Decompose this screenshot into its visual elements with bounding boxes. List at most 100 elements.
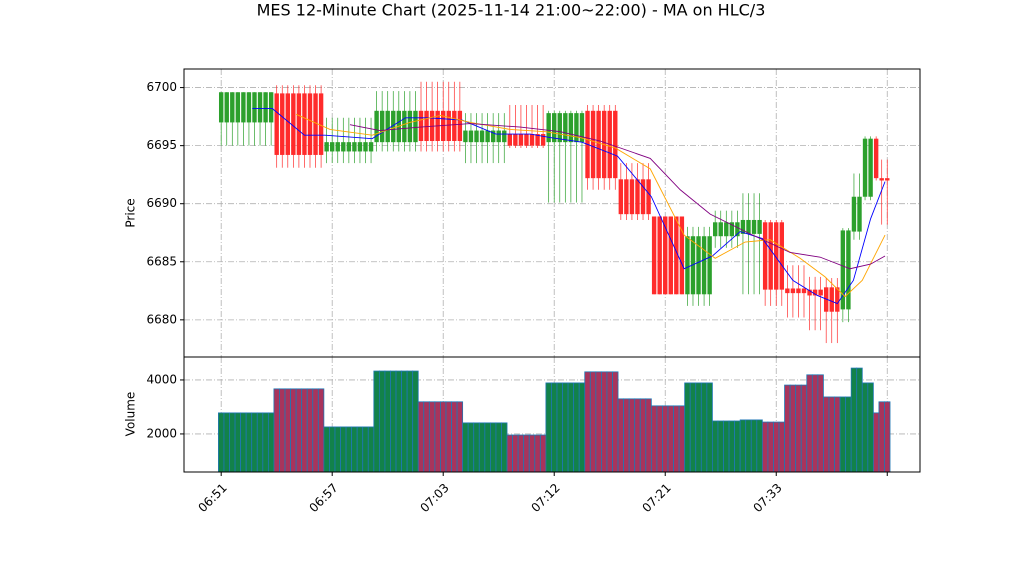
volume-bar [451,401,458,473]
candle-body [241,92,246,123]
candle-body [635,179,640,215]
volume-bar [756,419,763,473]
volume-bar [595,371,602,473]
candle-body [868,138,873,197]
volume-bar [656,405,663,473]
candle-body [379,110,385,143]
candle-body [540,134,546,146]
candle-body [368,142,374,152]
candle-body [735,222,740,237]
volume-bar [695,382,702,473]
volume-bar [279,388,286,473]
volume-bar [306,388,314,473]
candle-body [646,179,651,215]
candle-body [513,134,518,146]
volume-bar [378,370,386,473]
candle-body [329,142,335,152]
candle-body [779,222,784,290]
volume-bar [384,370,391,473]
ma-line [252,108,886,305]
volume-bar [872,412,880,473]
candle-body [313,93,318,155]
candle-body [346,142,352,152]
volume-bar [340,426,347,473]
volume-bar [440,401,447,473]
candle-body [324,142,329,152]
candle-body [690,236,696,295]
volume-bar [806,374,813,473]
candle-body [446,110,451,141]
candle-body [740,219,746,234]
volume-bar [861,382,869,473]
volume-bar [218,412,225,473]
volume-bar [323,426,330,473]
candle-body [746,219,751,234]
candle-body [846,230,851,310]
volume-bar [839,396,847,473]
candle-body [385,110,390,143]
volume-bar [795,384,802,473]
volume-bar [317,388,325,473]
volume-bar [478,422,486,473]
volume-bar [484,422,491,473]
candle-body [502,130,507,143]
volume-bar [301,388,308,473]
volume-bar [823,396,830,473]
volume-bar [773,421,780,473]
candle-body [552,113,557,143]
volume-bar [262,412,269,473]
volume-bar [423,401,430,473]
volume-bar [700,382,708,473]
volume-bar [789,384,797,473]
volume-bar [245,412,253,473]
y-tick-label: 6685 [146,254,177,268]
candle-body [496,130,501,143]
candle-body [452,110,457,141]
volume-bar [706,382,713,473]
candle-body [557,113,562,143]
volume-bar [639,398,647,473]
candle-body [757,219,762,234]
candle-body [857,196,862,232]
candle-body [546,113,551,143]
volume-bar [284,388,291,473]
candle-body [363,142,368,152]
candle-body [663,216,668,295]
volume-bar [834,396,841,473]
volume-bar [240,412,247,473]
candle-body [712,222,718,237]
candle-body [224,92,229,123]
y-axis-label: Price [124,198,138,227]
ma-line [295,113,886,298]
volume-bar [373,370,380,473]
candle-body [885,178,890,181]
candle-body [352,142,357,152]
candle-body [873,138,879,179]
candle-body [402,110,407,143]
volume-bar [867,382,874,473]
volume-bar [800,384,808,473]
volume-bar [456,401,464,473]
volume-bar [673,405,680,473]
volume-bar [467,422,475,473]
candle-body [218,92,224,123]
volume-bar [428,401,436,473]
volume-bar [334,426,341,473]
volume-bar [628,398,636,473]
volume-bar [712,420,719,473]
y-tick-label: 6690 [146,196,177,210]
volume-bar [329,426,336,473]
volume-bar [528,434,536,473]
candle-body [490,130,496,143]
plot-frame [183,356,921,473]
candle-body [801,288,807,294]
volume-bar [606,371,613,473]
candle-body [280,93,285,155]
volume-bar [489,422,497,473]
volume-bar [678,405,686,473]
volume-bar [728,420,736,473]
volume-bar [645,398,652,473]
volume-bar [356,426,364,473]
candle-body [751,219,757,234]
